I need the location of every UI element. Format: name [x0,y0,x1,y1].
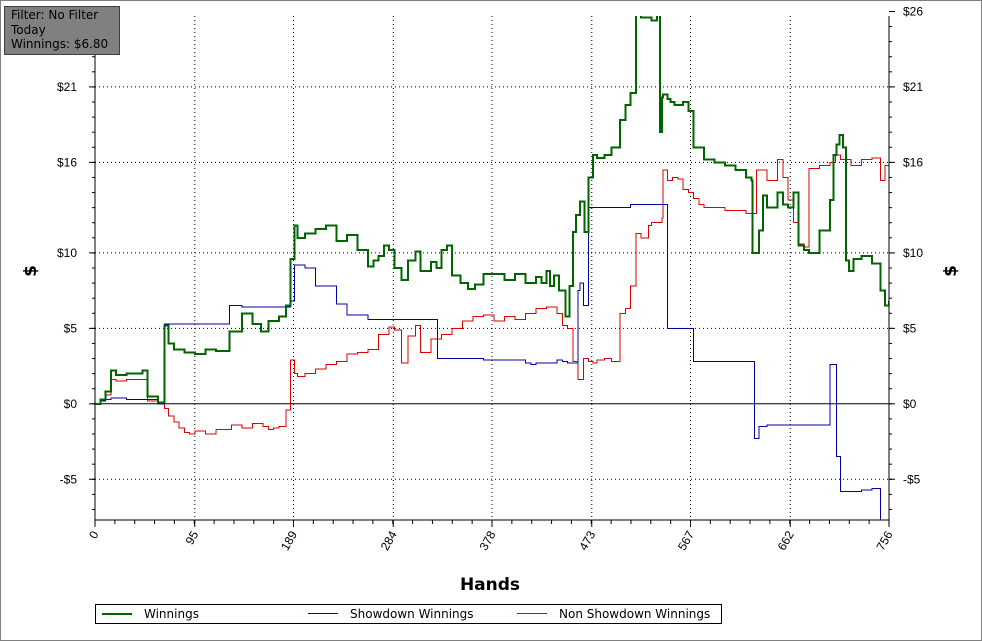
y-tick-label-right: $26 [903,4,923,18]
filter-label: Filter: No Filter [11,8,99,22]
y-tick-label-left: -$5 [60,472,78,486]
winnings-label: Winnings: $6.80 [11,37,109,51]
x-tick-label: 0 [86,528,102,541]
y-tick-label-right: $10 [903,246,923,260]
filter-summary-box: Filter: No Filter Today Winnings: $6.80 [4,6,120,55]
y-axis-title-right: $ [941,265,961,277]
y-tick-label-right: $5 [903,321,917,335]
y-axis-title-left: $ [21,265,41,277]
y-tick-label-left: $21 [57,80,77,94]
legend-label-showdown: Showdown Winnings [350,607,474,621]
y-tick-label-right: $16 [903,155,923,169]
axes [89,10,895,527]
x-tick-label: 284 [378,528,400,553]
legend-swatch-non-showdown [517,613,547,614]
x-tick-label: 662 [775,528,797,553]
x-tick-label: 567 [675,528,697,553]
x-tick-label: 756 [873,528,895,553]
x-tick-label: 189 [278,528,300,553]
y-tick-label-right: $21 [903,80,923,94]
y-tick-label-left: $0 [64,397,78,411]
series-line-winnings [95,16,889,405]
legend-swatch-showdown [308,613,338,614]
y-tick-label-left: $5 [64,321,78,335]
y-tick-label-left: $16 [57,155,77,169]
tick-labels: 0 95 189 284 378 473 567 662 756 -$5 -$5 $0 $0 $5 $5 $1… [57,4,923,552]
x-axis-title: Hands [460,575,520,595]
x-tick-label: 378 [476,528,498,553]
chart-legend: Winnings Showdown Winnings Non Showdown … [95,604,722,624]
series-line-showdown-winnings [95,204,882,520]
x-tick-label: 473 [576,528,598,553]
y-tick-label-right: -$5 [903,472,921,486]
y-tick-label-left: $10 [57,246,77,260]
legend-swatch-winnings [102,613,132,615]
period-label: Today [11,22,46,37]
x-tick-label: 95 [183,528,202,547]
legend-label-non-showdown: Non Showdown Winnings [559,607,711,621]
series-line-non-showdown-winnings [95,154,889,435]
y-tick-label-right: $0 [903,397,917,411]
series-layer [95,16,889,520]
grid-lines [95,16,889,520]
legend-label-winnings: Winnings [144,607,199,621]
